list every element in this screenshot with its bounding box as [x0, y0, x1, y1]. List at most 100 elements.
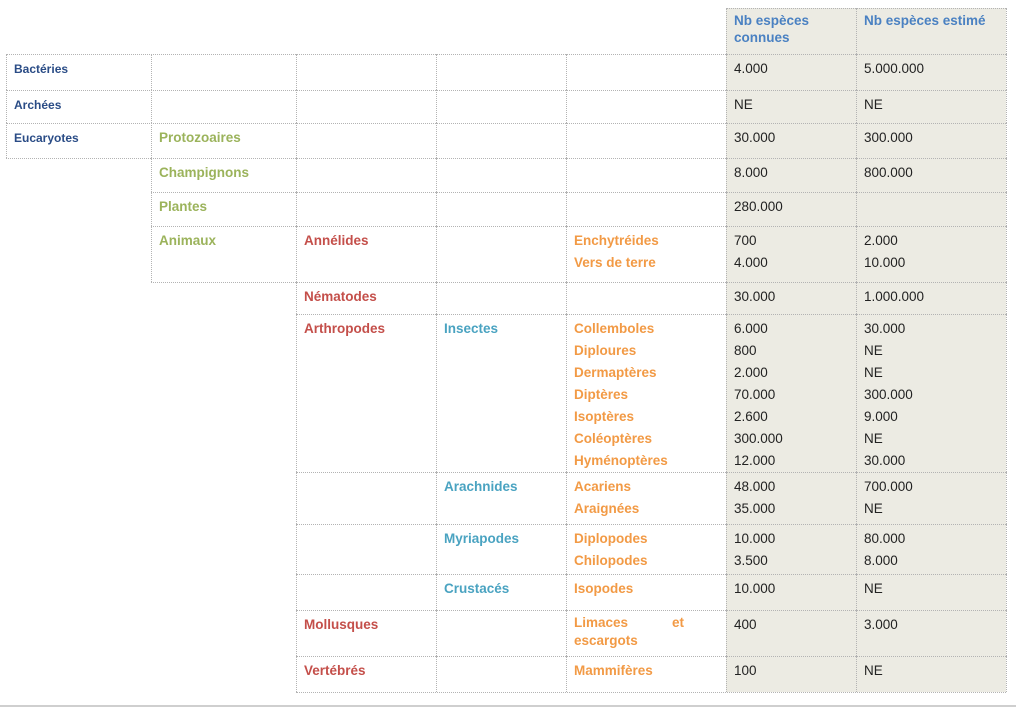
grid-line — [6, 54, 7, 90]
estimated-count-cell-line: NE — [864, 431, 883, 446]
bottom-rule — [0, 705, 1016, 707]
phylum-cell: Arthropodes — [304, 321, 385, 336]
estimated-count-cell-line: NE — [864, 581, 883, 596]
header-known-species: Nb espèces connues — [734, 13, 810, 45]
grid-line — [6, 90, 7, 123]
grid-line — [1006, 123, 1007, 158]
group-cell-line: Diplopodes — [574, 531, 648, 546]
grid-line — [151, 54, 152, 90]
group-cell-line: Dermaptères — [574, 365, 657, 380]
grid-line — [1006, 158, 1007, 192]
domain-cell: Archées — [14, 98, 62, 112]
estimated-count-cell-line: 9.000 — [864, 409, 898, 424]
numeric-columns-bg — [726, 8, 1006, 692]
estimated-count-cell — [856, 196, 1006, 218]
group-cell: Enchytréides Vers de terre — [566, 230, 726, 274]
known-count-cell-line: 3.500 — [734, 553, 768, 568]
grid-line — [726, 158, 727, 192]
grid-line — [296, 472, 297, 524]
known-count-cell-line: 6.000 — [734, 321, 768, 336]
domain-cell: Eucaryotes — [14, 131, 79, 145]
grid-line — [856, 54, 857, 90]
group-cell: Mammifères — [566, 660, 726, 682]
grid-line — [296, 90, 297, 123]
known-count-cell-line: 100 — [734, 663, 757, 678]
grid-line — [566, 123, 567, 158]
known-count-cell: 8.000 — [726, 162, 856, 184]
header-estimated-species: Nb espèces estimé — [864, 13, 986, 28]
grid-line — [436, 123, 437, 158]
grid-line — [856, 524, 857, 574]
estimated-count-cell-line: 30.000 — [864, 321, 906, 336]
grid-line — [1006, 656, 1007, 692]
grid-line — [726, 54, 727, 90]
grid-line — [566, 192, 567, 226]
phylum-cell: Annélides — [304, 233, 369, 248]
group-cell: Limaces et escargots — [566, 614, 726, 650]
group-cell: Isopodes — [566, 578, 726, 600]
grid-line — [436, 524, 437, 574]
group-cell-line: Isopodes — [574, 581, 634, 596]
estimated-count-cell: 1.000.000 — [856, 286, 1006, 308]
known-count-cell: 4.000 — [726, 58, 856, 80]
grid-line — [856, 8, 857, 54]
known-count-cell-line: 700 — [734, 233, 757, 248]
estimated-count-cell-line: 700.000 — [864, 479, 913, 494]
known-count-cell-line: 35.000 — [734, 501, 776, 516]
grid-line — [151, 226, 1006, 227]
grid-line — [296, 692, 1006, 693]
grid-line — [856, 282, 857, 314]
group-cell-line: Acariens — [574, 479, 632, 494]
grid-line — [566, 524, 567, 574]
grid-line — [726, 8, 1006, 9]
grid-line — [296, 158, 297, 192]
estimated-count-cell: 700.000 NE — [856, 476, 1006, 520]
estimated-count-cell-line: 300.000 — [864, 130, 913, 145]
grid-line — [6, 123, 1006, 124]
known-count-cell-line: 8.000 — [734, 165, 768, 180]
grid-line — [436, 656, 437, 692]
estimated-count-cell-line: 5.000.000 — [864, 61, 925, 76]
grid-line — [856, 158, 857, 192]
estimated-count-cell-line: 10.000 — [864, 255, 906, 270]
known-count-cell-line: 4.000 — [734, 61, 768, 76]
known-count-cell-line: 48.000 — [734, 479, 776, 494]
estimated-count-cell: 3.000 — [856, 614, 1006, 636]
group-cell-line: Vers de terre — [574, 255, 656, 270]
known-count-cell-line: 30.000 — [734, 289, 776, 304]
estimated-count-cell: NE — [856, 660, 1006, 682]
group-cell-line: Araignées — [574, 501, 640, 516]
known-count-cell-line: 30.000 — [734, 130, 776, 145]
grid-line — [296, 574, 1006, 575]
group-cell-line: Collemboles — [574, 321, 655, 336]
known-count-cell: 400 — [726, 614, 856, 636]
grid-line — [856, 90, 857, 123]
grid-line — [566, 226, 567, 282]
phylum-cell: Nématodes — [304, 289, 377, 304]
known-count-cell-line: NE — [734, 97, 753, 112]
grid-line — [296, 574, 297, 610]
estimated-count-cell-line: 1.000.000 — [864, 289, 925, 304]
grid-line — [856, 610, 857, 656]
domain-cell: Bactéries — [14, 62, 69, 76]
grid-line — [151, 158, 152, 192]
grid-line — [726, 472, 727, 524]
phylum-cell: Vertébrés — [304, 663, 366, 678]
grid-line — [436, 282, 437, 314]
grid-line — [566, 90, 567, 123]
group-cell-line: Coléoptères — [574, 431, 653, 446]
known-count-cell: 100 — [726, 660, 856, 682]
group-cell-line: Diploures — [574, 343, 637, 358]
group-cell-line: Limaces et escargots — [574, 615, 684, 648]
known-count-cell: 30.000 — [726, 286, 856, 308]
grid-line — [856, 314, 857, 472]
group-cell-line: Isoptères — [574, 409, 635, 424]
estimated-count-cell-line: 300.000 — [864, 387, 913, 402]
grid-line — [6, 90, 1006, 91]
grid-line — [296, 610, 1006, 611]
known-count-cell-line: 280.000 — [734, 199, 783, 214]
grid-line — [151, 226, 152, 282]
estimated-count-cell-line: NE — [864, 501, 883, 516]
class-cell: Myriapodes — [444, 531, 520, 546]
grid-line — [1006, 314, 1007, 472]
